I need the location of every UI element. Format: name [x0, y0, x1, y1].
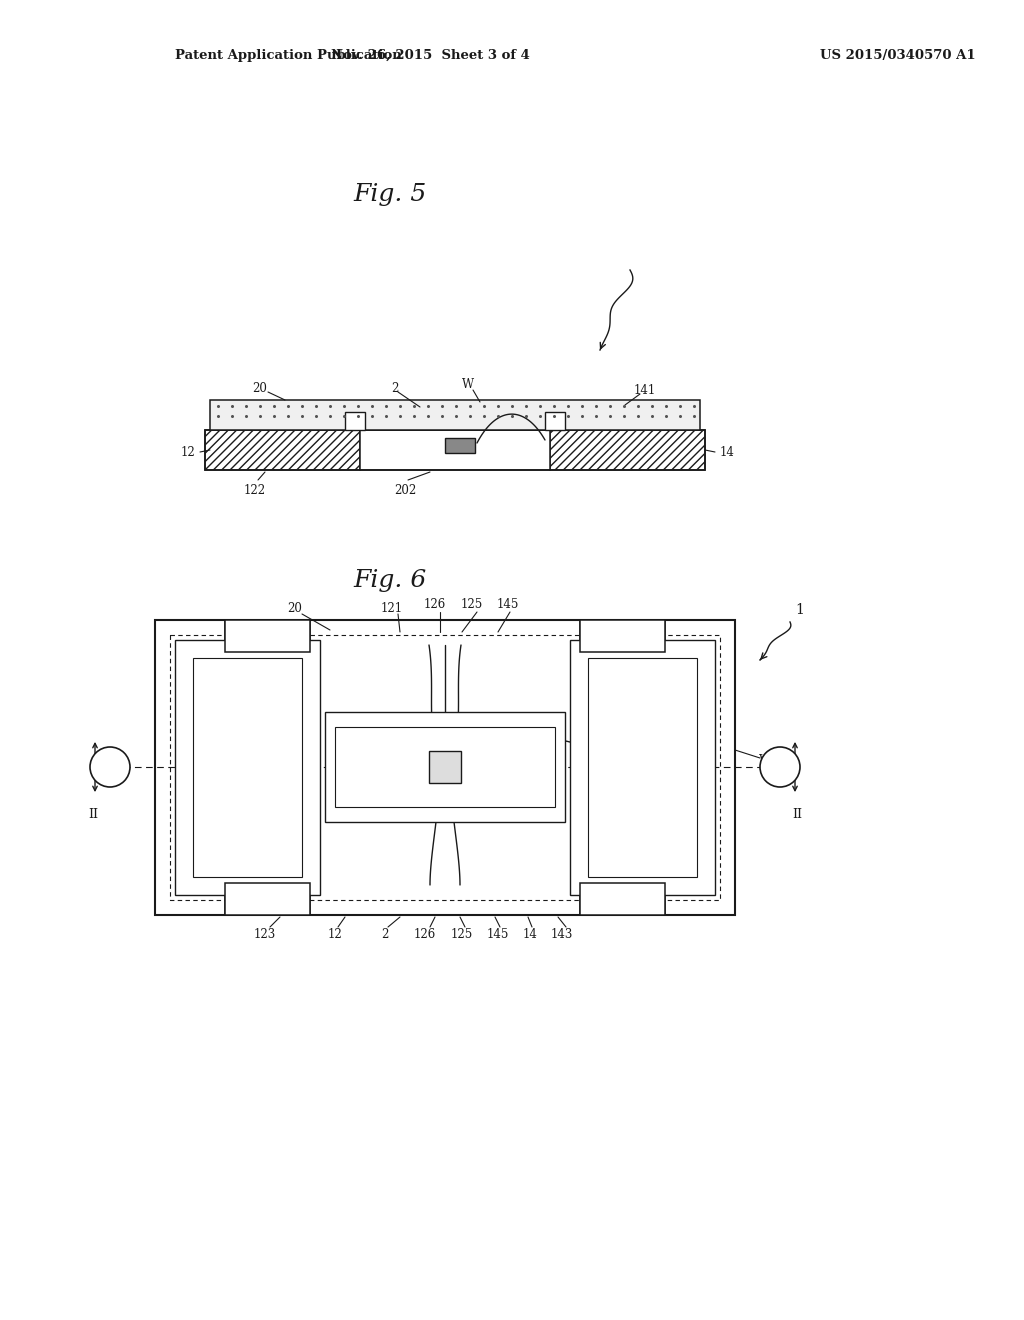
- Bar: [193, 657, 302, 876]
- Text: 20: 20: [253, 381, 267, 395]
- Text: Fig. 5: Fig. 5: [353, 183, 427, 206]
- Bar: [205, 430, 360, 470]
- Bar: [155, 620, 735, 915]
- Text: Fig. 6: Fig. 6: [353, 569, 427, 591]
- Bar: [225, 883, 310, 915]
- Bar: [580, 883, 665, 915]
- Text: 145: 145: [497, 598, 519, 611]
- Text: Patent Application Publication: Patent Application Publication: [175, 49, 401, 62]
- Text: 126: 126: [414, 928, 436, 941]
- Bar: [545, 412, 565, 430]
- Text: II: II: [88, 808, 98, 821]
- Text: 145: 145: [486, 928, 509, 941]
- Text: Nov. 26, 2015  Sheet 3 of 4: Nov. 26, 2015 Sheet 3 of 4: [331, 49, 529, 62]
- Text: 121: 121: [381, 602, 403, 615]
- Text: II: II: [792, 808, 802, 821]
- Text: 123: 123: [254, 928, 276, 941]
- Text: 143: 143: [551, 928, 573, 941]
- Bar: [205, 430, 705, 470]
- Text: 125: 125: [451, 928, 473, 941]
- Bar: [445, 438, 475, 453]
- Bar: [225, 620, 310, 652]
- Bar: [345, 412, 365, 430]
- Bar: [325, 711, 565, 822]
- Bar: [170, 635, 720, 900]
- Text: W: W: [462, 379, 474, 392]
- Bar: [175, 640, 319, 895]
- Text: 126: 126: [424, 598, 446, 611]
- Bar: [550, 430, 705, 470]
- Bar: [588, 657, 697, 876]
- Bar: [429, 751, 461, 783]
- Bar: [210, 400, 700, 430]
- Text: 2: 2: [381, 928, 389, 941]
- Circle shape: [90, 747, 130, 787]
- Text: 2: 2: [391, 381, 398, 395]
- Text: 14: 14: [522, 928, 538, 941]
- Text: 125: 125: [461, 598, 483, 611]
- Bar: [570, 640, 715, 895]
- Bar: [360, 430, 550, 470]
- Circle shape: [760, 747, 800, 787]
- Text: 141: 141: [634, 384, 656, 396]
- Text: 20: 20: [288, 602, 302, 615]
- Text: 12: 12: [328, 928, 342, 941]
- Text: 202: 202: [394, 483, 416, 496]
- Text: 122: 122: [244, 483, 266, 496]
- Text: US 2015/0340570 A1: US 2015/0340570 A1: [820, 49, 976, 62]
- Bar: [335, 727, 555, 807]
- Text: 14: 14: [720, 446, 735, 458]
- Text: W: W: [759, 754, 771, 767]
- Bar: [580, 620, 665, 652]
- Text: 1: 1: [796, 603, 805, 616]
- Text: 12: 12: [180, 446, 195, 458]
